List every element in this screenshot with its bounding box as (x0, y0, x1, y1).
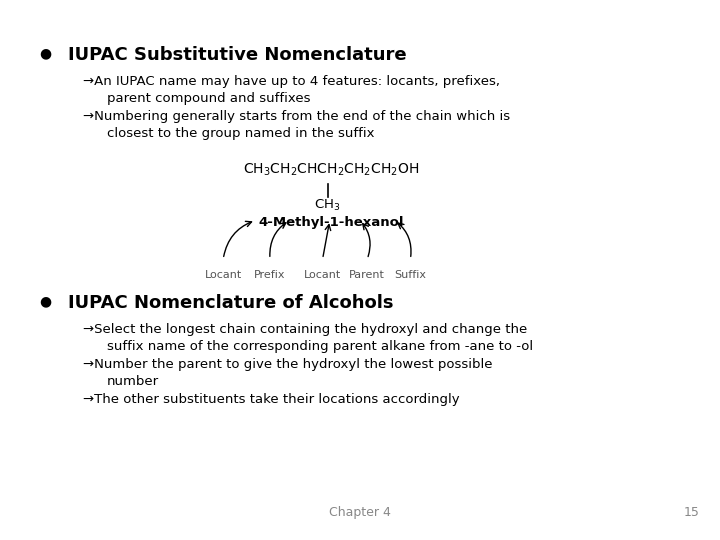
Text: 15: 15 (684, 507, 700, 519)
Text: Prefix: Prefix (254, 270, 286, 280)
Text: →Numbering generally starts from the end of the chain which is: →Numbering generally starts from the end… (83, 110, 510, 123)
Text: parent compound and suffixes: parent compound and suffixes (107, 92, 310, 105)
Text: Locant: Locant (204, 270, 242, 280)
Text: closest to the group named in the suffix: closest to the group named in the suffix (107, 127, 374, 140)
Text: ●: ● (40, 294, 52, 308)
Text: IUPAC Nomenclature of Alcohols: IUPAC Nomenclature of Alcohols (68, 294, 394, 312)
Text: →An IUPAC name may have up to 4 features: locants, prefixes,: →An IUPAC name may have up to 4 features… (83, 75, 500, 87)
Text: Locant: Locant (304, 270, 341, 280)
Text: ●: ● (40, 46, 52, 60)
Text: CH$_3$CH$_2$CHCH$_2$CH$_2$CH$_2$OH: CH$_3$CH$_2$CHCH$_2$CH$_2$CH$_2$OH (243, 162, 419, 178)
Text: →The other substituents take their locations accordingly: →The other substituents take their locat… (83, 393, 459, 406)
Text: Parent: Parent (349, 270, 385, 280)
Text: number: number (107, 375, 158, 388)
Text: 4-Methyl-1-hexanol: 4-Methyl-1-hexanol (258, 216, 404, 229)
Text: CH$_3$: CH$_3$ (315, 198, 341, 213)
Text: Suffix: Suffix (395, 270, 426, 280)
Text: →Select the longest chain containing the hydroxyl and change the: →Select the longest chain containing the… (83, 323, 527, 336)
Text: suffix name of the corresponding parent alkane from -ane to -ol: suffix name of the corresponding parent … (107, 340, 533, 353)
Text: →Number the parent to give the hydroxyl the lowest possible: →Number the parent to give the hydroxyl … (83, 358, 492, 371)
Text: Chapter 4: Chapter 4 (329, 507, 391, 519)
Text: IUPAC Substitutive Nomenclature: IUPAC Substitutive Nomenclature (68, 46, 407, 64)
